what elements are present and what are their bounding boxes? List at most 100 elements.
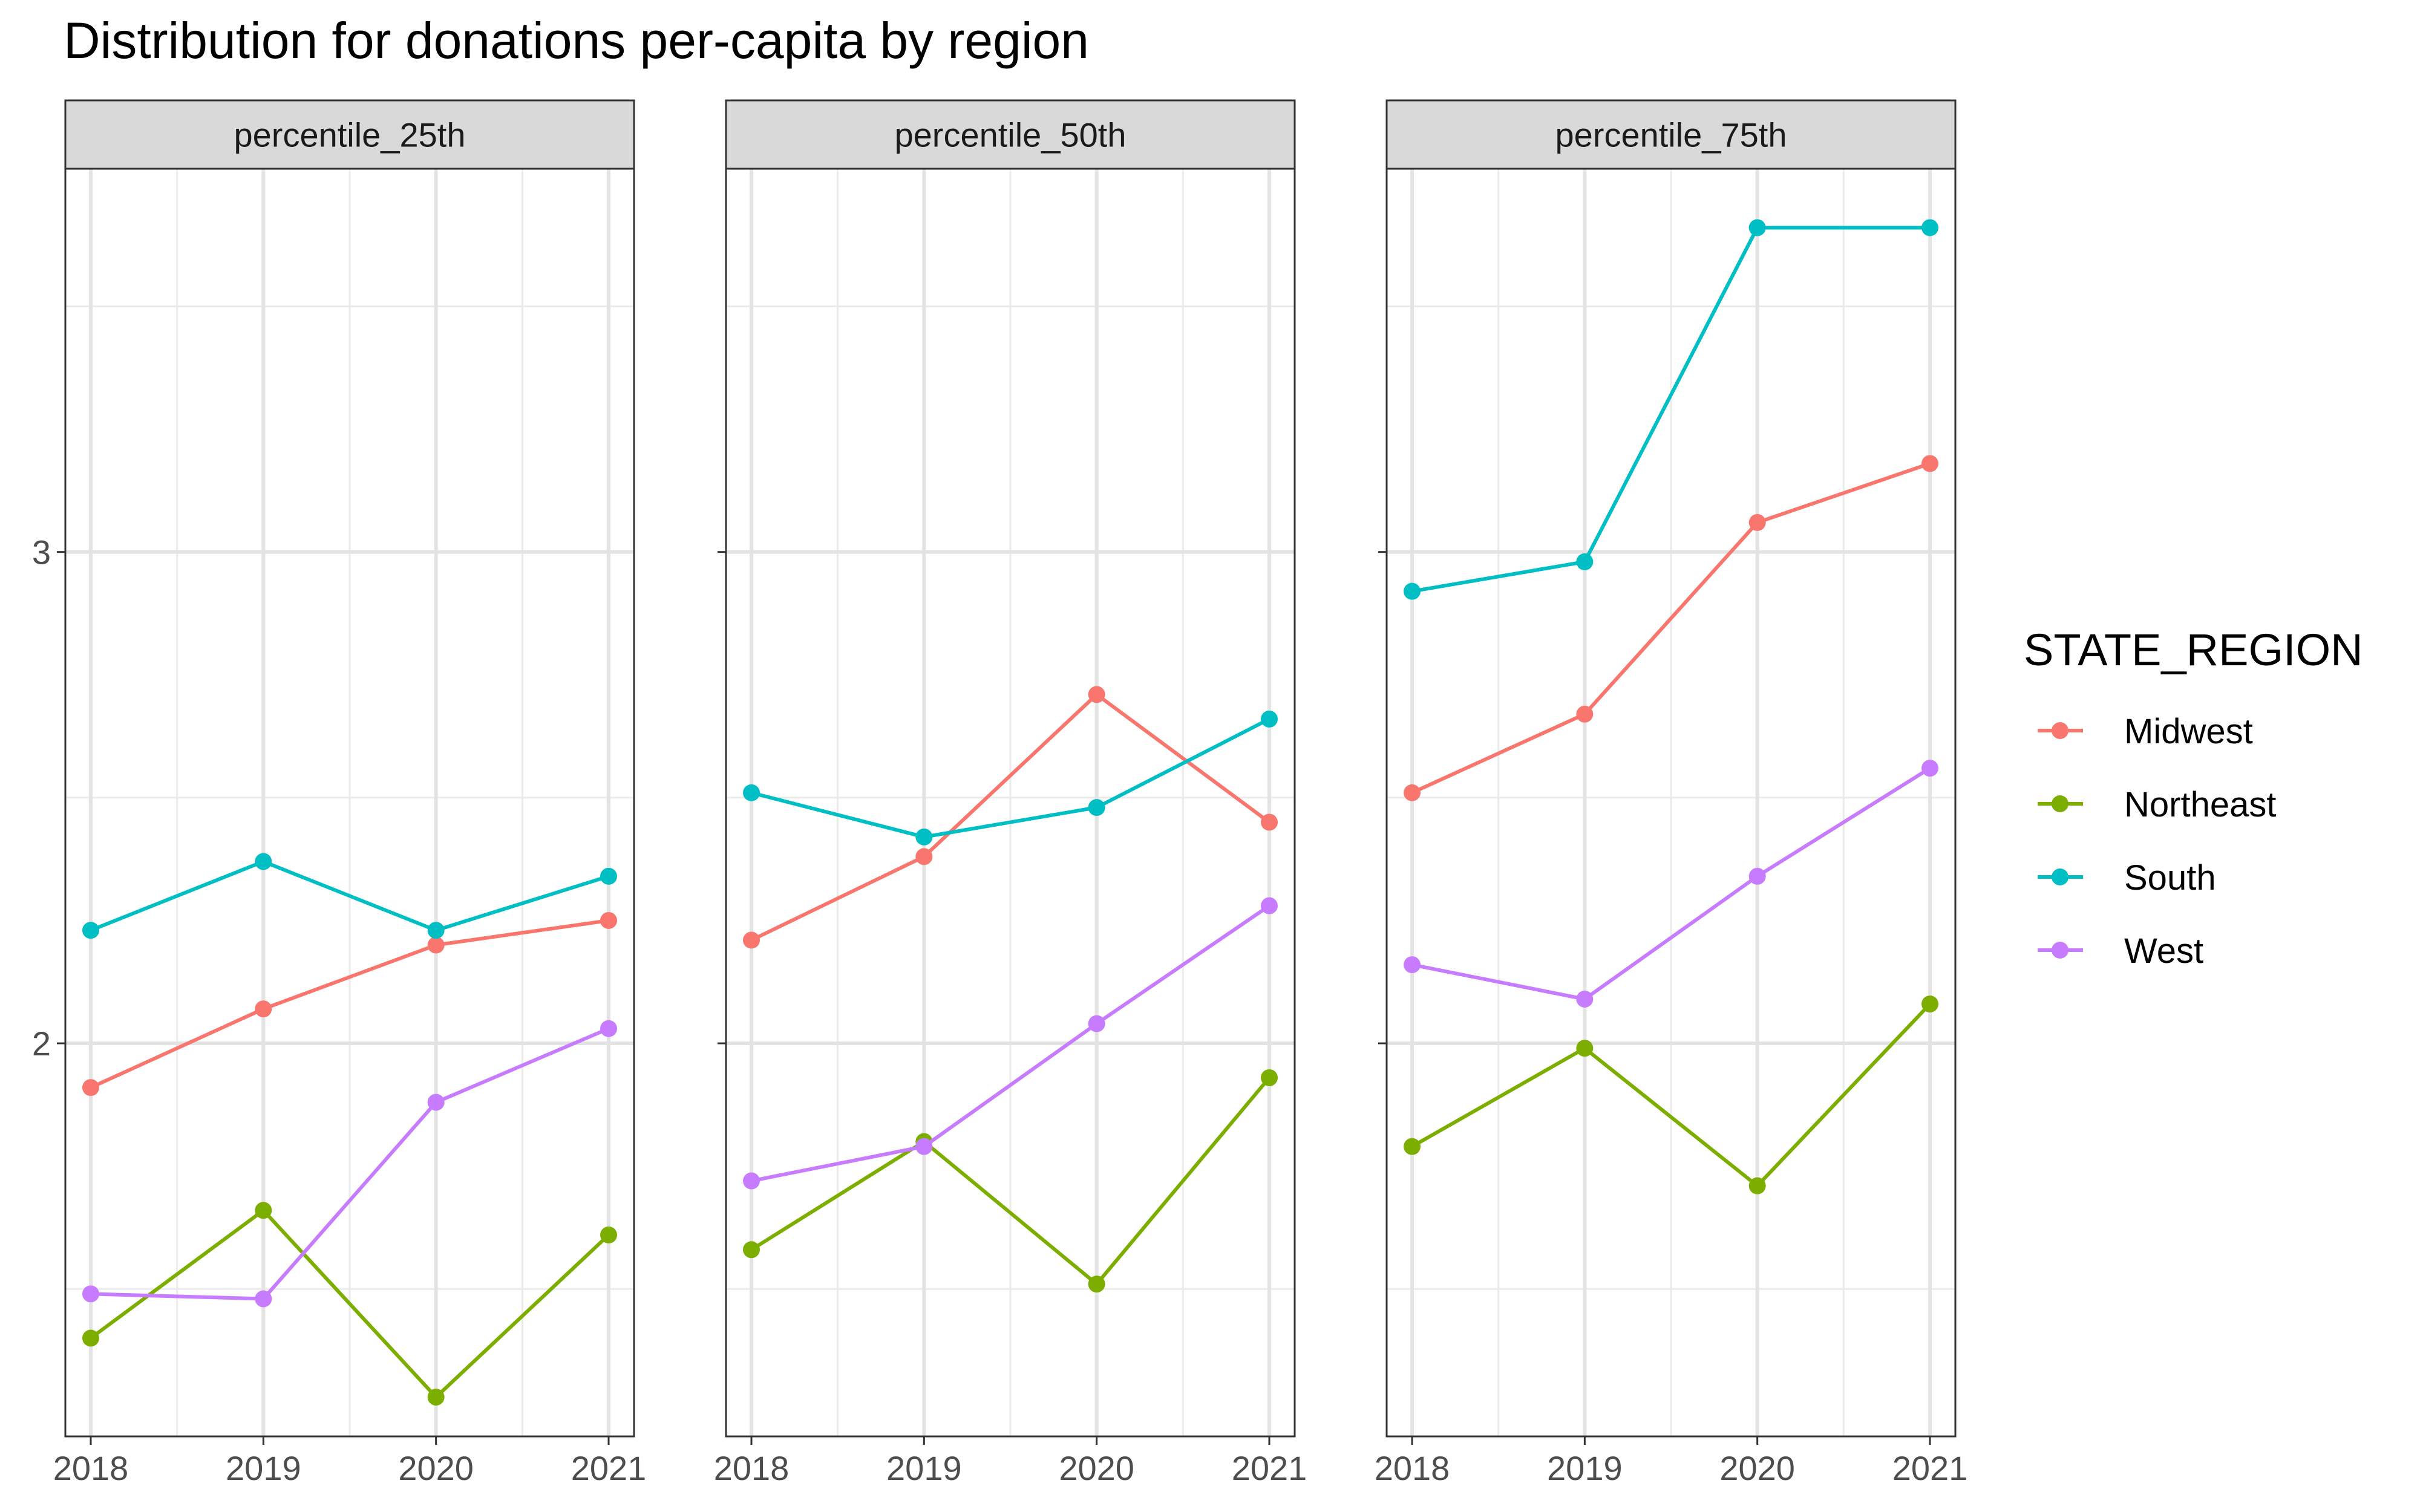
data-point-west bbox=[427, 1093, 445, 1111]
data-point-midwest bbox=[1921, 455, 1938, 472]
data-point-west bbox=[1261, 897, 1278, 914]
data-point-west bbox=[1088, 1015, 1105, 1032]
data-point-northeast bbox=[255, 1202, 272, 1219]
x-tick-label: 2020 bbox=[1719, 1449, 1795, 1487]
x-tick-label: 2018 bbox=[714, 1449, 790, 1487]
legend-items: Midwest Northeast South West bbox=[2038, 712, 2276, 971]
facet-panel: percentile_50th 2018 2019 2020 2021 bbox=[714, 99, 1307, 1487]
facet-strip bbox=[64, 99, 635, 170]
data-point-northeast bbox=[1748, 1177, 1766, 1194]
legend-item-west: West bbox=[2038, 931, 2203, 971]
x-tick-label: 2019 bbox=[226, 1449, 301, 1487]
series-line-west bbox=[1411, 766, 1931, 1001]
data-point-midwest bbox=[427, 936, 445, 954]
legend-key-point bbox=[2052, 722, 2068, 739]
data-point-south bbox=[915, 828, 933, 846]
data-point-northeast bbox=[82, 1329, 99, 1347]
series-line-south bbox=[1411, 226, 1930, 593]
x-tick-label: 2020 bbox=[398, 1449, 474, 1487]
data-point-midwest bbox=[1088, 686, 1105, 703]
data-point-northeast bbox=[1921, 996, 1938, 1013]
data-point-midwest bbox=[743, 931, 760, 949]
data-point-west bbox=[82, 1285, 99, 1303]
data-point-midwest bbox=[915, 848, 933, 865]
series-line-midwest bbox=[90, 919, 609, 1089]
series-line-northeast bbox=[1411, 1003, 1932, 1188]
legend-title: STATE_REGION bbox=[2024, 625, 2363, 675]
y-tick-label: 3 bbox=[32, 533, 51, 572]
data-point-south bbox=[743, 784, 760, 801]
x-tick-label: 2020 bbox=[1059, 1449, 1134, 1487]
series-line-midwest bbox=[1411, 461, 1931, 795]
facet-panel: percentile_75th 2018 2019 2020 2021 bbox=[1375, 99, 1968, 1487]
data-point-west bbox=[255, 1290, 272, 1308]
data-point-midwest bbox=[600, 911, 617, 929]
facet-panel: percentile_25th 2018 2019 2020 2021 2 3 bbox=[32, 99, 647, 1487]
data-point-south bbox=[1576, 553, 1594, 570]
data-point-west bbox=[1921, 760, 1938, 777]
x-tick-label: 2021 bbox=[571, 1449, 647, 1487]
data-point-west bbox=[1748, 867, 1766, 885]
legend-key-point bbox=[2052, 868, 2068, 885]
data-point-northeast bbox=[1261, 1069, 1278, 1086]
legend-label: Midwest bbox=[2124, 712, 2253, 751]
series-line-northeast bbox=[750, 1077, 1271, 1286]
data-point-south bbox=[1261, 710, 1278, 728]
facet-strip-label: percentile_50th bbox=[895, 116, 1127, 154]
legend-label: West bbox=[2124, 931, 2203, 971]
data-point-midwest bbox=[82, 1079, 99, 1097]
series-line-south bbox=[751, 717, 1270, 839]
facet-strip bbox=[1385, 99, 1957, 170]
facet-strip-label: percentile_75th bbox=[1555, 116, 1787, 154]
data-point-south bbox=[600, 867, 617, 885]
data-point-south bbox=[1404, 582, 1421, 600]
data-point-south bbox=[1921, 219, 1938, 236]
x-tick-label: 2018 bbox=[1375, 1449, 1450, 1487]
legend-item-northeast: Northeast bbox=[2038, 785, 2276, 824]
x-tick-label: 2019 bbox=[886, 1449, 962, 1487]
data-point-west bbox=[915, 1138, 933, 1155]
series-line-south bbox=[90, 859, 609, 933]
x-tick-label: 2021 bbox=[1232, 1449, 1307, 1487]
data-point-south bbox=[1088, 799, 1105, 816]
series-line-west bbox=[90, 1026, 610, 1301]
data-point-south bbox=[255, 853, 272, 870]
legend-item-midwest: Midwest bbox=[2038, 712, 2253, 751]
y-tick-label: 2 bbox=[32, 1025, 51, 1063]
data-point-northeast bbox=[743, 1241, 760, 1259]
data-point-south bbox=[1748, 219, 1766, 236]
legend-item-south: South bbox=[2038, 858, 2216, 898]
data-point-midwest bbox=[1748, 513, 1766, 531]
data-point-south bbox=[82, 922, 99, 939]
data-point-midwest bbox=[1404, 784, 1421, 801]
data-point-west bbox=[600, 1020, 617, 1037]
legend-key-point bbox=[2052, 942, 2068, 959]
data-point-west bbox=[1576, 990, 1594, 1008]
x-tick-label: 2021 bbox=[1892, 1449, 1968, 1487]
legend-key-point bbox=[2052, 795, 2068, 812]
data-point-northeast bbox=[1576, 1040, 1594, 1057]
facet-strip bbox=[725, 99, 1296, 170]
data-point-midwest bbox=[1576, 705, 1594, 723]
data-point-northeast bbox=[1088, 1276, 1105, 1293]
series-line-northeast bbox=[90, 1208, 610, 1400]
facet-strip-label: percentile_25th bbox=[234, 116, 466, 154]
legend-label: Northeast bbox=[2124, 785, 2276, 824]
series-line-midwest bbox=[750, 692, 1270, 942]
data-point-northeast bbox=[600, 1226, 617, 1243]
legend: STATE_REGION Midwest Northeast South West bbox=[2024, 625, 2363, 971]
data-point-west bbox=[743, 1172, 760, 1190]
chart-title: Distribution for donations per-capita by… bbox=[64, 12, 1089, 69]
data-point-northeast bbox=[427, 1389, 445, 1406]
legend-label: South bbox=[2124, 858, 2216, 898]
data-point-west bbox=[1404, 956, 1421, 974]
series-line-west bbox=[751, 904, 1270, 1183]
x-tick-label: 2019 bbox=[1547, 1449, 1623, 1487]
data-point-northeast bbox=[1404, 1138, 1421, 1155]
x-tick-label: 2018 bbox=[53, 1449, 129, 1487]
data-point-south bbox=[427, 922, 445, 939]
data-point-midwest bbox=[255, 1000, 272, 1018]
data-point-midwest bbox=[1261, 813, 1278, 831]
